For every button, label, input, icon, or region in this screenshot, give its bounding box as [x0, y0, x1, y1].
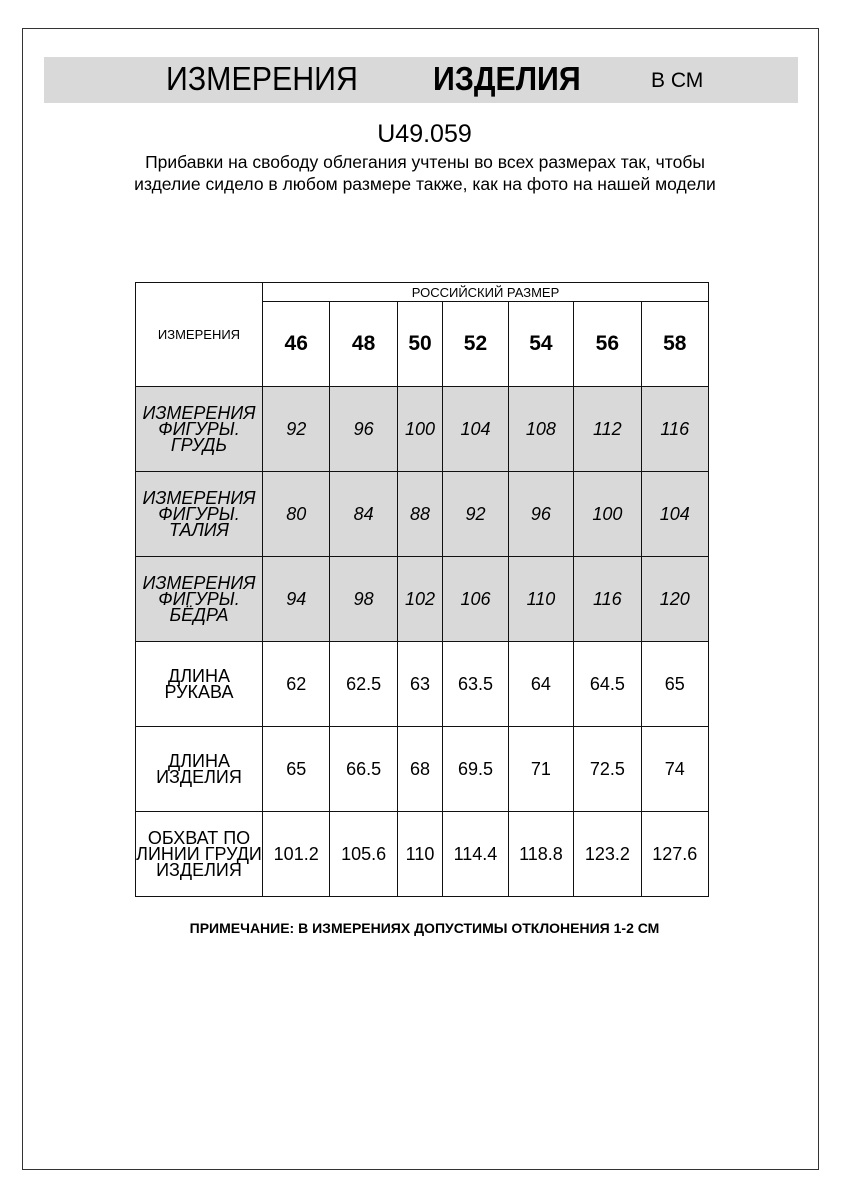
table-cell: 66.5	[329, 726, 398, 812]
size-table: ИЗМЕРЕНИЯ РОССИЙСКИЙ РАЗМЕР 46 48 50 52 54 56…	[135, 282, 710, 897]
title-unit: В СМ	[651, 69, 704, 92]
table-cell: 69.5	[442, 726, 509, 812]
table-cell: 98	[329, 556, 398, 642]
size-header: 56	[573, 301, 642, 387]
table-cell: 63	[396, 641, 444, 727]
row-label: ИЗМЕРЕНИЯ ФИГУРЫ. БЁДРА	[135, 556, 263, 642]
table-cell: 68	[396, 726, 444, 812]
table-cell: 101.2	[261, 811, 331, 897]
article-code: U49.059	[377, 120, 472, 148]
table-cell: 104	[640, 471, 710, 557]
title-bold: ИЗДЕЛИЯ	[433, 60, 581, 97]
table-cell: 65	[261, 726, 331, 812]
table-cell: 92	[442, 471, 509, 557]
table-cell: 127.6	[640, 811, 710, 897]
row-label: ДЛИНА ИЗДЕЛИЯ	[135, 726, 263, 812]
size-header: 52	[442, 301, 509, 387]
table-cell: 64	[507, 641, 575, 727]
table-cell: 112	[573, 386, 642, 472]
table-row: ИЗМЕРЕНИЯ ФИГУРЫ. ТАЛИЯ 80 84 88 92 96 100 104	[135, 471, 710, 557]
table-cell: 110	[507, 556, 575, 642]
table-cell: 106	[442, 556, 509, 642]
table-cell: 120	[640, 556, 710, 642]
corner-label: ИЗМЕРЕНИЯ	[135, 282, 263, 387]
table-row: ИЗМЕРЕНИЯ ФИГУРЫ. БЁДРА 94 98 102 106 110 116 1…	[135, 556, 710, 642]
table-cell: 63.5	[442, 641, 509, 727]
table-row: ИЗМЕРЕНИЯ ФИГУРЫ. ГРУДЬ 92 96 100 104 108 112 1…	[135, 386, 710, 472]
table-cell: 64.5	[573, 641, 642, 727]
table-cell: 108	[507, 386, 575, 472]
description: Прибавки на свободу облегания учтены во …	[134, 152, 716, 194]
size-header: 50	[396, 301, 444, 387]
table-row: ОБХВАТ ПО ЛИНИИ ГРУДИ ИЗДЕЛИЯ 101.2 105.6 1…	[135, 811, 710, 897]
sizes-row: 46 48 50 52 54 56 58	[136, 301, 710, 387]
table-cell: 110	[396, 811, 444, 897]
table-cell: 100	[573, 471, 642, 557]
table-cell: 94	[261, 556, 331, 642]
table-cell: 116	[573, 556, 642, 642]
table-cell: 96	[329, 386, 398, 472]
table-cell: 62	[261, 641, 331, 727]
table-cell: 80	[261, 471, 331, 557]
size-header: 48	[329, 301, 398, 387]
table-cell: 71	[507, 726, 575, 812]
table-cell: 92	[261, 386, 331, 472]
table-cell: 116	[640, 386, 710, 472]
table-cell: 114.4	[442, 811, 509, 897]
table-cell: 118.8	[507, 811, 575, 897]
size-header: 54	[507, 301, 575, 387]
row-label: ИЗМЕРЕНИЯ ФИГУРЫ. ГРУДЬ	[135, 386, 263, 472]
table-cell: 88	[396, 471, 444, 557]
row-label: ОБХВАТ ПО ЛИНИИ ГРУДИ ИЗДЕЛИЯ	[135, 811, 263, 897]
size-group-label: РОССИЙСКИЙ РАЗМЕР	[262, 282, 709, 302]
row-label: ИЗМЕРЕНИЯ ФИГУРЫ. ТАЛИЯ	[135, 471, 263, 557]
table-cell: 102	[396, 556, 444, 642]
table-cell: 104	[442, 386, 509, 472]
size-header: 46	[261, 301, 331, 387]
table-cell: 72.5	[573, 726, 642, 812]
table-row: ДЛИНА ИЗДЕЛИЯ 65 66.5 68 69.5 71 72.5 74	[135, 726, 710, 812]
title-regular: ИЗМЕРЕНИЯ	[166, 60, 358, 97]
table-row: ДЛИНА РУКАВА 62 62.5 63 63.5 64 64.5 65	[135, 641, 710, 727]
note: ПРИМЕЧАНИЕ: В ИЗМЕРЕНИЯХ ДОПУСТИМЫ ОТКЛО…	[189, 920, 660, 936]
table-cell: 62.5	[329, 641, 398, 727]
title-band	[44, 57, 798, 103]
table-cell: 123.2	[573, 811, 642, 897]
size-header: 58	[640, 301, 710, 387]
table-cell: 84	[329, 471, 398, 557]
table-cell: 100	[396, 386, 444, 472]
table-cell: 65	[640, 641, 710, 727]
page-frame	[22, 28, 819, 1170]
table-cell: 96	[507, 471, 575, 557]
row-label: ДЛИНА РУКАВА	[135, 641, 263, 727]
table-cell: 74	[640, 726, 710, 812]
table-cell: 105.6	[329, 811, 398, 897]
